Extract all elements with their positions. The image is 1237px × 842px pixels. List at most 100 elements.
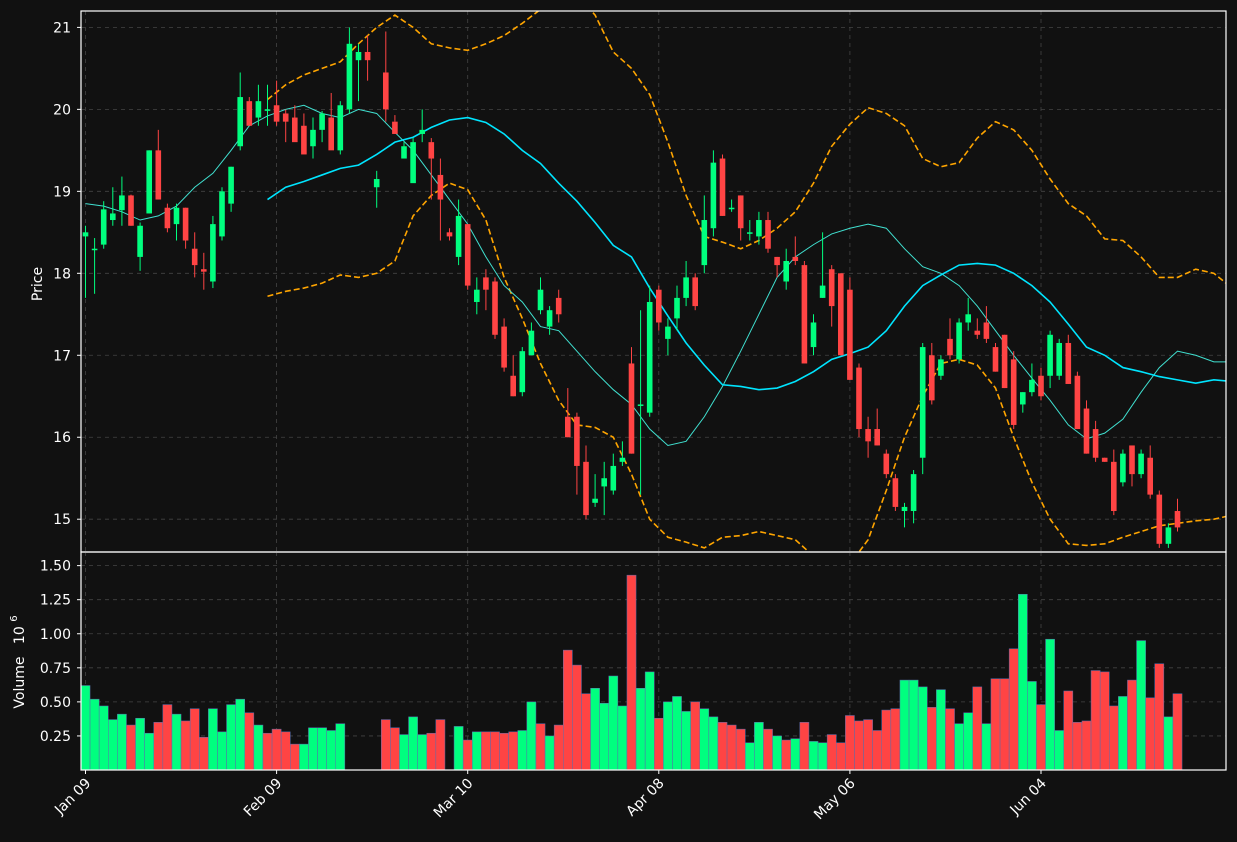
volume-bar <box>699 708 710 771</box>
volume-bar <box>271 728 282 771</box>
volume-bar <box>745 742 755 771</box>
band-upper-line <box>266 11 1226 285</box>
candle-body <box>373 179 380 188</box>
volume-bar <box>280 731 291 771</box>
candle-body <box>410 142 416 184</box>
candle-body <box>637 404 644 406</box>
candle-body <box>119 195 125 211</box>
volume-bar <box>1172 693 1183 771</box>
volume-bar <box>80 685 91 771</box>
volume-bar <box>726 724 737 771</box>
candle-body <box>901 506 908 512</box>
candle-body <box>282 113 289 122</box>
candle-body <box>1129 445 1135 475</box>
candle-body <box>1056 342 1062 376</box>
price-tick-label: 15 <box>53 512 71 528</box>
volume-bar <box>1018 593 1028 771</box>
volume-bar <box>1154 663 1165 771</box>
candle-body <box>492 281 498 335</box>
volume-bar <box>981 723 992 771</box>
volume-bar <box>754 722 764 771</box>
volume-tick-label: 1.00 <box>40 627 71 643</box>
candle-body <box>182 207 189 241</box>
candle-body <box>310 129 316 147</box>
candle-body <box>674 297 680 319</box>
candle-body <box>947 338 953 356</box>
candle-body <box>255 101 262 118</box>
volume-bar <box>626 574 637 771</box>
candle-body <box>501 326 507 368</box>
candle-body <box>210 224 216 282</box>
volume-bars <box>80 574 1183 771</box>
volume-bar <box>117 713 127 771</box>
candle-body <box>155 150 162 200</box>
volume-bar <box>153 722 164 771</box>
candle-body <box>273 105 280 122</box>
volume-bar <box>927 707 937 771</box>
volume-bar <box>417 734 427 771</box>
candle-body <box>692 277 698 307</box>
candle-body <box>728 207 735 210</box>
band-lower-line <box>267 182 1226 552</box>
volume-tick-label: 0.25 <box>40 729 71 745</box>
volume-bar <box>572 664 582 771</box>
candle-body <box>355 51 362 61</box>
candlesticks <box>82 27 1181 548</box>
volume-bar <box>854 720 864 771</box>
volume-bar <box>581 693 591 771</box>
volume-bar <box>1145 697 1156 771</box>
candle-body <box>1001 334 1008 389</box>
candle-body <box>665 326 671 339</box>
candle-body <box>219 191 225 237</box>
candle-body <box>328 117 334 151</box>
candle-body <box>392 121 398 134</box>
volume-bar <box>308 727 318 771</box>
volume-bar <box>253 724 264 771</box>
volume-scale-exponent: 6 <box>9 615 20 621</box>
volume-bar <box>1054 730 1065 771</box>
candle-body <box>510 375 516 397</box>
candle-body <box>701 220 708 266</box>
candle-body <box>883 453 890 475</box>
volume-bar <box>1127 679 1137 771</box>
candle-body <box>828 269 835 307</box>
volume-bar <box>399 734 409 771</box>
candle-body <box>191 248 198 266</box>
volume-bar <box>135 717 145 771</box>
candle-body <box>1038 375 1044 397</box>
candle-body <box>82 232 89 237</box>
candle-body <box>865 429 871 442</box>
volume-bar <box>290 743 300 771</box>
candle-body <box>847 289 853 380</box>
candle-body <box>237 97 243 147</box>
volume-bar <box>262 732 273 771</box>
volume-bar <box>617 705 628 771</box>
volume-bar <box>490 731 500 771</box>
candle-body <box>337 105 344 151</box>
candle-body <box>1156 494 1163 544</box>
volume-bar <box>1008 648 1019 771</box>
volume-bar <box>1072 722 1083 771</box>
volume-bar <box>544 735 555 771</box>
price-tick-label: 19 <box>53 184 71 200</box>
volume-bar <box>708 716 719 771</box>
volume-tick-label: 0.75 <box>40 661 71 677</box>
candle-body <box>437 174 444 200</box>
sma-slow-line <box>267 116 1226 391</box>
candle-body <box>419 129 425 134</box>
candle-body <box>801 265 808 364</box>
candle-body <box>583 461 589 516</box>
volume-bar <box>390 727 400 771</box>
volume-bar <box>772 735 782 771</box>
candle-body <box>383 72 389 110</box>
candle-body <box>1174 511 1181 528</box>
volume-bar <box>453 726 464 771</box>
candle-body <box>938 359 944 376</box>
volume-bar <box>899 679 910 771</box>
candle-body <box>1165 527 1172 544</box>
volume-bar <box>917 686 928 771</box>
volume-panel-frame <box>80 551 1227 771</box>
volume-bar <box>717 722 728 771</box>
volume-bar <box>1063 690 1074 771</box>
candle-body <box>346 43 353 110</box>
